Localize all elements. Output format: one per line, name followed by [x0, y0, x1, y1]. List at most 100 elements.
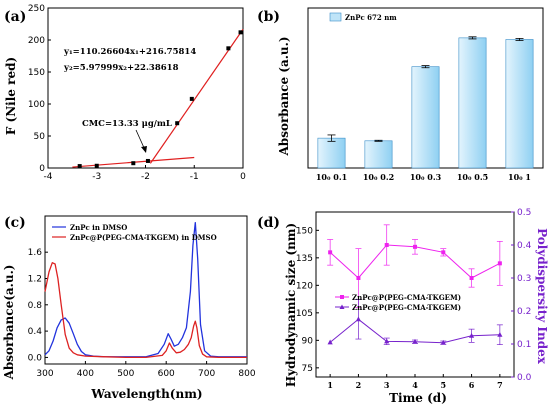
panel-a-letter: (a) [4, 9, 26, 25]
panel-a-cmc-arrowhead [141, 146, 147, 153]
panel-d-legend-label-2: ZnPc@P(PEG-CMA-TKGEM) [352, 303, 461, 312]
panel-c-ytick-label: 1.2 [28, 274, 42, 284]
panel-d-y2tick-label: 0.3 [517, 274, 531, 284]
panel-a-point [94, 163, 99, 168]
panel-d-y2label: Polydispersity Index [535, 228, 549, 365]
panel-c-xtick-label: 300 [36, 369, 53, 379]
panel-a-point [226, 46, 231, 51]
panel-c-xtick-label: 400 [77, 369, 94, 379]
panel-c-legend-label-1: ZnPc in DMSO [70, 223, 127, 232]
panel-d-point-triangle [412, 338, 418, 344]
panel-d-point-triangle [440, 339, 446, 345]
panel-d-xtick-label: 2 [356, 380, 362, 390]
panel-d-ytick-label: 90 [302, 336, 314, 346]
panel-c: (c) Absorbance(a.u.) Wavelength(nm) 300 4… [2, 215, 256, 401]
panel-b-bar [317, 137, 346, 169]
panel-a-ytick-label: 0 [39, 164, 45, 174]
panel-b-xtick-label: 10₀ 1 [508, 172, 531, 182]
panel-d-point-square [328, 250, 333, 255]
panel-d-point-square [441, 250, 446, 255]
panel-b-xtick-label: 10₀ 0.3 [410, 172, 442, 182]
panel-b-legend-label: ZnPc 672 nm [345, 13, 397, 22]
panel-d-point-triangle [497, 331, 503, 337]
panel-d-point-square [356, 276, 361, 280]
panel-c-xtick-label: 500 [117, 369, 134, 379]
panel-d-point-triangle [355, 316, 362, 322]
panel-d-ylabel: Hydrodynamic size (nm) [284, 223, 298, 387]
panel-c-xtick-label: 600 [158, 369, 175, 379]
panel-a-ytick-label: 200 [28, 36, 45, 46]
panel-c-ytick-label: 0.0 [28, 353, 43, 363]
panel-c-xlabel: Wavelength(nm) [90, 387, 202, 401]
panel-d-ytick-label: 105 [296, 309, 313, 319]
panel-b-bar [458, 37, 487, 169]
panel-a-cmc-annotation: CMC=13.33 μg/mL [82, 119, 172, 129]
panel-a-point [145, 158, 150, 163]
panel-a-xtick-label: -4 [44, 172, 53, 182]
panel-d-point-triangle [384, 338, 390, 344]
panel-a-ytick-label: 150 [28, 68, 45, 78]
panel-c-ytick-label: 0.8 [28, 301, 43, 311]
panel-d-y2tick-label: 0.0 [517, 373, 532, 383]
panel-d-xtick-label: 5 [440, 380, 446, 390]
panel-b-xtick-label: 10₀ 0.5 [457, 172, 488, 182]
panel-a: (a) F (Nile red) -4 -3 -2 -1 0 0 50 100 150 200 25… [4, 4, 246, 182]
panel-c-ytick-label: 0.4 [28, 327, 43, 337]
panel-d-y2tick-label: 0.4 [517, 241, 532, 251]
panel-d-xlabel: Time (d) [389, 391, 447, 405]
panel-a-point [189, 96, 194, 101]
panel-a-xtick-label: -1 [190, 172, 199, 182]
panel-a-ytick-label: 100 [28, 100, 45, 110]
panel-c-series-line-2 [44, 262, 247, 359]
panel-b-legend-swatch [329, 12, 342, 22]
panel-d-ytick-label: 75 [302, 364, 313, 374]
panel-c-legend-label-2: ZnPc@P(PEG-CMA-TKGEM) in DMSO [70, 233, 217, 242]
panel-a-point [131, 161, 136, 166]
panel-a-frame [47, 7, 244, 169]
panel-d-letter: (d) [257, 215, 280, 231]
panel-a-xtick-label: -2 [141, 172, 150, 182]
panel-d-ytick-label: 120 [296, 281, 313, 291]
panel-a-point [175, 121, 180, 126]
panel-b-bar [364, 140, 393, 169]
panel-a-fit-line-1 [149, 28, 244, 164]
panel-d-xtick-label: 7 [497, 380, 503, 390]
panel-d-y2tick-label: 0.5 [517, 208, 531, 218]
panel-a-ytick-label: 250 [28, 4, 45, 14]
panel-c-series-line-1 [44, 221, 247, 358]
panel-c-ytick-label: 1.6 [28, 248, 43, 258]
panel-b-bar [411, 66, 440, 169]
panel-d-xtick-label: 6 [469, 380, 475, 390]
panel-c-xtick-label: 800 [238, 369, 255, 379]
panel-a-point [77, 164, 82, 169]
panel-d-point-square [469, 276, 474, 280]
panel-b-xtick-label: 10₀ 0.2 [363, 172, 394, 182]
panel-d-point-square [384, 243, 389, 247]
panel-d-legend-marker-1 [340, 295, 344, 299]
panel-d-legend-label-1: ZnPc@P(PEG-CMA-TKGEM) [352, 293, 461, 302]
panel-a-point [238, 30, 243, 35]
panel-d-point-triangle [468, 332, 475, 338]
panel-a-xtick-label: 0 [240, 172, 246, 182]
panel-b-letter: (b) [257, 9, 280, 25]
panel-b-ylabel: Absorbance (a.u.) [277, 36, 291, 156]
panel-d: (d) Hydrodynamic size (nm) Polydispersit… [257, 208, 549, 405]
panel-b-bar [505, 39, 534, 169]
panel-c-letter: (c) [4, 215, 26, 231]
panel-c-ylabel: Absorbance(a.u.) [2, 265, 16, 381]
panel-d-ytick-label: 135 [296, 254, 313, 264]
panel-d-point-square [413, 244, 417, 249]
panel-a-equation-1: y₁=110.26604x₁+216.75814 [63, 47, 196, 57]
panel-b-xtick-label: 10₀ 0.1 [316, 172, 347, 182]
panel-b: (b) Absorbance (a.u.) 10₀ 0.1 10₀ 0.2 10₀ … [257, 7, 544, 182]
panel-d-y2tick-label: 0.2 [517, 307, 531, 317]
panel-d-legend-marker-2 [339, 304, 345, 309]
panel-d-xtick-label: 1 [327, 380, 333, 390]
panel-c-xtick-label: 700 [198, 369, 215, 379]
panel-a-ylabel: F (Nile red) [4, 57, 18, 135]
panel-d-point-square [497, 261, 502, 266]
panel-d-xtick-label: 4 [412, 380, 418, 390]
panel-d-xtick-label: 3 [384, 380, 390, 390]
panel-a-ytick-label: 50 [34, 132, 46, 142]
